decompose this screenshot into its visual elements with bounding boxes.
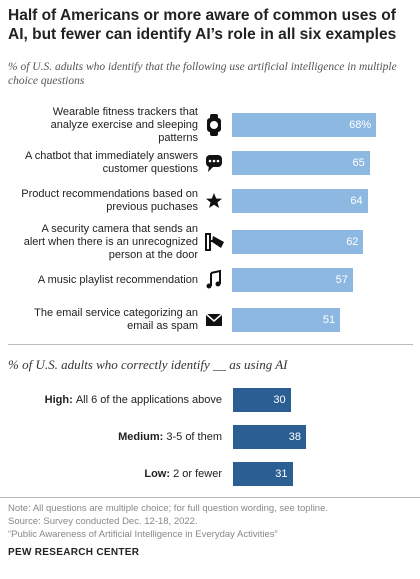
chart-subtitle: % of U.S. adults who correctly identify … — [8, 357, 288, 372]
value-label: 65 — [352, 157, 365, 169]
group-label: Medium: — [118, 430, 164, 443]
value-label: 38 — [288, 431, 301, 443]
divider — [0, 497, 420, 498]
value-label: 31 — [275, 468, 288, 480]
category-label: Low: 2 or fewer — [144, 468, 222, 481]
category-text: A security camera that sends an alert wh… — [23, 222, 198, 261]
category-text: Wearable fitness trackers that analyze e… — [50, 105, 198, 144]
bar — [232, 189, 368, 213]
watch-icon — [207, 114, 221, 136]
chart-subtitle: % of U.S. adults who identify that the f… — [8, 61, 397, 87]
category-label: Wearable fitness trackers that analyze e… — [20, 105, 198, 145]
mail-icon — [205, 313, 223, 326]
source: PEW RESEARCH CENTER — [8, 547, 140, 558]
category-label: High: All 6 of the applications above — [8, 380, 222, 420]
bar — [232, 113, 377, 137]
category-text: Product recommendations based on previou… — [21, 188, 198, 213]
category-label: Medium: 3-5 of them — [8, 417, 222, 457]
chat-icon — [206, 155, 222, 172]
group-label: High: — [44, 393, 73, 406]
category-label: Medium: 3-5 of them — [118, 431, 222, 444]
category-label: A music playlist recommendation — [20, 260, 198, 300]
divider — [8, 344, 413, 345]
bar — [232, 151, 370, 175]
note: Note: All questions are multiple choice;… — [8, 503, 329, 514]
category-text: All 6 of the applications above — [75, 393, 222, 406]
chart-title: Half of Americans or more aware of commo… — [8, 7, 397, 43]
category-label: Low: 2 or fewer — [8, 454, 222, 494]
note: Source: Survey conducted Dec. 12-18, 202… — [8, 516, 198, 527]
bar — [232, 308, 341, 332]
music-icon — [206, 269, 221, 289]
value-label: 68% — [349, 119, 372, 131]
group-label: Low: — [144, 467, 171, 480]
category-label: A chatbot that immediately answers custo… — [20, 143, 198, 183]
bar — [233, 462, 293, 486]
value-label: 51 — [322, 314, 336, 326]
bar — [233, 425, 306, 449]
bar — [232, 230, 364, 254]
category-text: A music playlist recommendation — [37, 273, 198, 286]
category-text: A chatbot that immediately answers custo… — [24, 150, 198, 175]
bar — [233, 388, 291, 412]
camera-icon — [205, 233, 224, 251]
value-label: 30 — [273, 394, 286, 406]
category-label: Product recommendations based on previou… — [20, 181, 198, 221]
value-label: 64 — [350, 195, 363, 207]
category-label: The email service categorizing an email … — [20, 300, 198, 340]
category-text: 2 or fewer — [173, 467, 222, 480]
bar — [232, 268, 353, 292]
note: “Public Awareness of Artificial Intellig… — [8, 529, 278, 540]
category-label: High: All 6 of the applications above — [45, 394, 222, 407]
category-label: A security camera that sends an alert wh… — [20, 222, 198, 262]
category-text: The email service categorizing an email … — [34, 307, 198, 332]
value-label: 57 — [335, 274, 348, 286]
value-label: 62 — [346, 236, 359, 248]
category-text: 3-5 of them — [166, 430, 222, 443]
star-icon — [206, 193, 222, 208]
